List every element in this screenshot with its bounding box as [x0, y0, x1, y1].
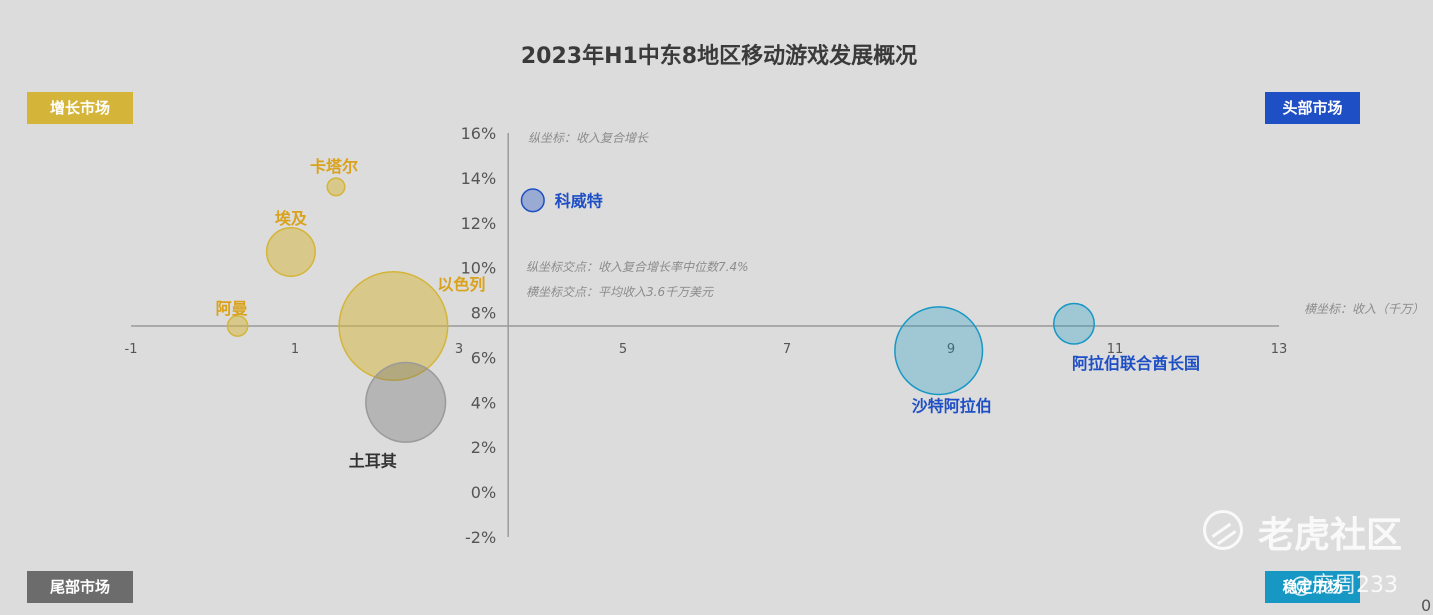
x-tick-label: 9 — [947, 342, 955, 357]
bubble-stable — [894, 306, 984, 396]
y-tick-label: 8% — [471, 304, 496, 323]
y-axis-title: 纵坐标：收入复合增长 — [528, 131, 649, 145]
x-tick-label: 11 — [1107, 342, 1124, 357]
corner-mark: 0 — [1421, 596, 1432, 615]
tag-growth-market: 增长市场 — [27, 92, 133, 124]
watermark-brand: 老虎社区 — [1258, 515, 1403, 556]
tag-head-market: 头部市场 — [1265, 92, 1360, 124]
x-tick-label: 7 — [783, 342, 791, 357]
bubble-label: 卡塔尔 — [310, 157, 358, 176]
bubble-growth — [226, 315, 249, 337]
bubble-label: 科威特 — [555, 191, 603, 210]
y-tick-label: 16% — [461, 124, 497, 143]
bubble-stable — [1053, 302, 1095, 345]
axes — [131, 133, 1279, 537]
bubble-label: 阿曼 — [216, 299, 248, 318]
watermark-user: @庞周233 — [1290, 573, 1398, 598]
y-cross-note: 纵坐标交点：收入复合增长率中位数7.4% — [526, 260, 749, 274]
bubble-label: 土耳其 — [349, 451, 397, 470]
bubble-label: 埃及 — [275, 209, 308, 228]
bubble-growth — [265, 226, 316, 277]
bubble-label: 以色列 — [437, 275, 485, 294]
axis-notes: 纵坐标：收入复合增长 横坐标：收入（千万） 纵坐标交点：收入复合增长率中位数7.… — [526, 131, 1424, 316]
x-cross-note: 横坐标交点：平均收入3.6千万美元 — [526, 285, 714, 299]
bubble-label: 阿拉伯联合酋长国 — [1072, 354, 1200, 373]
bubble-growth — [326, 177, 346, 197]
y-tick-label: 0% — [471, 483, 496, 502]
x-tick-label: 1 — [291, 342, 299, 357]
bubble-tail — [365, 361, 447, 443]
y-tick-label: 4% — [471, 393, 496, 412]
x-tick-label: 3 — [455, 342, 463, 357]
y-tick-label: 10% — [461, 259, 497, 278]
bubble-head — [520, 188, 545, 213]
x-tick-label: 5 — [619, 342, 627, 357]
y-tick-label: 2% — [471, 438, 496, 457]
y-tick-label: 12% — [461, 214, 497, 233]
y-tick-label: 14% — [461, 169, 497, 188]
y-tick-label: 6% — [471, 348, 496, 367]
y-tick-label: -2% — [465, 528, 496, 547]
bubbles — [226, 177, 1095, 443]
tag-stable-market: 稳定市场 — [1265, 571, 1360, 603]
x-tick-label: 13 — [1271, 342, 1288, 357]
tick-labels: -1 1 3 5 7 9 11 13-2%0%2%4%6%8%10%12%14%16% — [125, 124, 1288, 547]
chart-title: 2023年H1中东8地区移动游戏发展概况 — [521, 43, 917, 69]
bubble-growth — [338, 271, 449, 382]
x-tick-label: -1 — [125, 342, 138, 357]
tiger-community-logo-icon — [1203, 510, 1243, 550]
tag-tail-market: 尾部市场 — [27, 571, 133, 603]
x-axis-title: 横坐标：收入（千万） — [1304, 302, 1424, 316]
bubble-label: 沙特阿拉伯 — [912, 397, 992, 416]
